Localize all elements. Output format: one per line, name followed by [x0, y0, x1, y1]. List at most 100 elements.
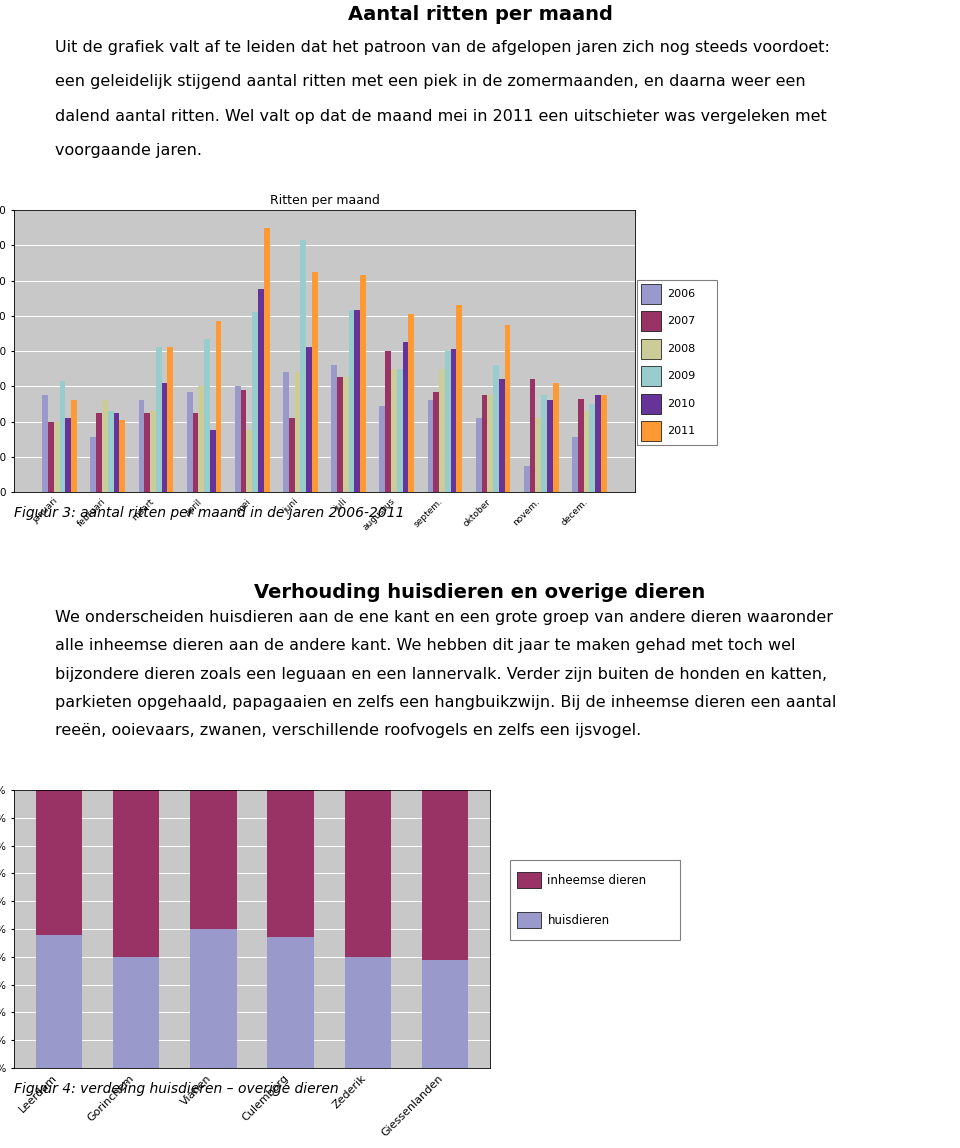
Text: Aantal ritten per maand: Aantal ritten per maand: [348, 6, 612, 24]
Bar: [138, 401, 144, 492]
Bar: [391, 369, 396, 492]
Bar: [444, 351, 450, 492]
FancyBboxPatch shape: [641, 311, 661, 331]
Text: 2007: 2007: [667, 316, 696, 326]
Bar: [547, 401, 553, 492]
Bar: [379, 405, 385, 492]
Bar: [54, 421, 60, 492]
Bar: [204, 339, 210, 492]
Bar: [268, 937, 314, 1068]
Bar: [216, 321, 222, 492]
Bar: [252, 312, 258, 492]
FancyBboxPatch shape: [510, 860, 680, 940]
Text: dalend aantal ritten. Wel valt op dat de maand mei in 2011 een uitschieter was v: dalend aantal ritten. Wel valt op dat de…: [55, 109, 827, 124]
Bar: [457, 305, 463, 492]
Bar: [306, 348, 312, 492]
Bar: [150, 411, 156, 492]
Text: parkieten opgehaald, papagaaien en zelfs een hangbuikzwijn. Bij de inheemse dier: parkieten opgehaald, papagaaien en zelfs…: [55, 695, 836, 709]
Text: 2009: 2009: [667, 371, 696, 381]
Bar: [108, 411, 113, 492]
Bar: [119, 420, 125, 492]
Text: Uit de grafiek valt af te leiden dat het patroon van de afgelopen jaren zich nog: Uit de grafiek valt af te leiden dat het…: [55, 40, 829, 55]
Bar: [193, 412, 199, 492]
Bar: [433, 391, 439, 492]
Bar: [402, 342, 408, 492]
Bar: [300, 240, 306, 492]
Bar: [345, 790, 391, 956]
Bar: [439, 369, 444, 492]
Bar: [268, 790, 314, 937]
Bar: [493, 365, 499, 492]
Bar: [499, 379, 505, 492]
Text: inheemse dieren: inheemse dieren: [547, 874, 646, 886]
Bar: [90, 437, 96, 492]
Text: 2006: 2006: [667, 289, 696, 298]
Bar: [337, 378, 343, 492]
FancyBboxPatch shape: [641, 339, 661, 358]
Bar: [210, 430, 216, 492]
Bar: [408, 315, 414, 492]
Bar: [65, 418, 71, 492]
Bar: [396, 369, 402, 492]
Bar: [42, 395, 48, 492]
Text: bijzondere dieren zoals een leguaan en een lannervalk. Verder zijn buiten de hon: bijzondere dieren zoals een leguaan en e…: [55, 667, 828, 682]
Bar: [345, 956, 391, 1068]
Bar: [601, 395, 607, 492]
Bar: [36, 934, 82, 1068]
Bar: [113, 956, 159, 1068]
Bar: [190, 790, 236, 929]
Bar: [505, 325, 511, 492]
Bar: [113, 790, 159, 956]
Bar: [589, 404, 595, 492]
Text: We onderscheiden huisdieren aan de ene kant en een grote groep van andere dieren: We onderscheiden huisdieren aan de ene k…: [55, 610, 833, 625]
Bar: [144, 412, 150, 492]
Text: 2010: 2010: [667, 398, 696, 409]
Bar: [190, 929, 236, 1068]
Text: 2011: 2011: [667, 426, 696, 436]
Text: Verhouding huisdieren en overige dieren: Verhouding huisdieren en overige dieren: [254, 583, 706, 602]
Bar: [595, 395, 601, 492]
Bar: [488, 395, 493, 492]
Bar: [530, 379, 536, 492]
Bar: [422, 960, 468, 1068]
Bar: [482, 395, 488, 492]
Bar: [450, 349, 457, 492]
Bar: [102, 401, 108, 492]
Bar: [36, 790, 82, 934]
Bar: [553, 382, 559, 492]
Bar: [348, 310, 354, 492]
Bar: [541, 395, 547, 492]
Bar: [343, 378, 348, 492]
Text: Figuur 4: verdeling huisdieren – overige dieren: Figuur 4: verdeling huisdieren – overige…: [14, 1083, 339, 1096]
Bar: [476, 418, 482, 492]
Bar: [241, 390, 247, 492]
Text: 2008: 2008: [667, 343, 696, 354]
Bar: [199, 386, 204, 492]
Text: een geleidelijk stijgend aantal ritten met een piek in de zomermaanden, en daarn: een geleidelijk stijgend aantal ritten m…: [55, 75, 805, 90]
Bar: [113, 412, 119, 492]
Bar: [156, 348, 161, 492]
Bar: [295, 372, 300, 492]
Bar: [331, 365, 337, 492]
Bar: [247, 430, 252, 492]
Text: alle inheemse dieren aan de andere kant. We hebben dit jaar te maken gehad met t: alle inheemse dieren aan de andere kant.…: [55, 638, 796, 653]
Bar: [572, 437, 578, 492]
Bar: [187, 391, 193, 492]
Title: Ritten per maand: Ritten per maand: [270, 194, 379, 208]
Bar: [385, 351, 391, 492]
Bar: [167, 348, 173, 492]
FancyBboxPatch shape: [516, 872, 540, 889]
Bar: [584, 411, 589, 492]
Bar: [312, 272, 318, 492]
Bar: [283, 372, 289, 492]
FancyBboxPatch shape: [516, 912, 540, 928]
Bar: [427, 401, 433, 492]
FancyBboxPatch shape: [637, 280, 717, 445]
Text: Figuur 3: aantal ritten per maand in de jaren 2006-2011: Figuur 3: aantal ritten per maand in de …: [14, 505, 404, 520]
Bar: [354, 310, 360, 492]
Text: huisdieren: huisdieren: [547, 914, 610, 926]
Bar: [60, 381, 65, 492]
Text: reeën, ooievaars, zwanen, verschillende roofvogels en zelfs een ijsvogel.: reeën, ooievaars, zwanen, verschillende …: [55, 723, 641, 738]
FancyBboxPatch shape: [641, 366, 661, 386]
Bar: [422, 790, 468, 960]
